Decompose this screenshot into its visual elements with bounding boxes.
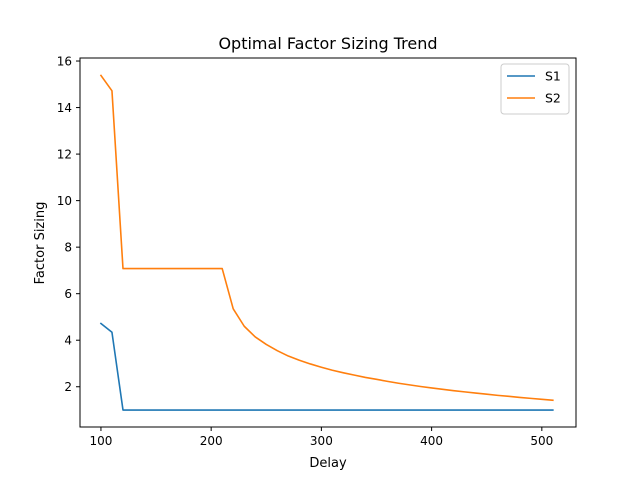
x-axis-label: Delay — [309, 456, 347, 471]
x-tick-label: 100 — [89, 434, 112, 448]
y-tick-label: 6 — [64, 287, 72, 301]
legend-label-s2: S2 — [545, 91, 561, 106]
y-tick-label: 10 — [57, 194, 72, 208]
plot-frame — [79, 57, 577, 428]
y-tick-label: 8 — [64, 240, 72, 254]
x-axis: 100 200 300 400 500 — [89, 427, 553, 448]
series-line-s1 — [99, 322, 554, 411]
x-tick-label: 200 — [200, 434, 223, 448]
y-axis: 2 4 6 8 10 12 14 16 — [57, 54, 80, 394]
chart-title: Optimal Factor Sizing Trend — [218, 34, 437, 53]
x-tick-label: 400 — [420, 434, 443, 448]
y-tick-label: 12 — [57, 147, 72, 161]
y-tick-label: 14 — [57, 101, 72, 115]
x-tick-label: 300 — [310, 434, 333, 448]
y-axis-label: Factor Sizing — [33, 202, 48, 285]
legend-label-s1: S1 — [545, 69, 561, 84]
y-tick-label: 2 — [64, 380, 72, 394]
y-tick-label: 16 — [57, 54, 72, 68]
plot-area — [99, 74, 554, 411]
series-line-s2 — [99, 74, 554, 402]
y-tick-label: 4 — [64, 334, 72, 348]
x-tick-label: 500 — [530, 434, 553, 448]
